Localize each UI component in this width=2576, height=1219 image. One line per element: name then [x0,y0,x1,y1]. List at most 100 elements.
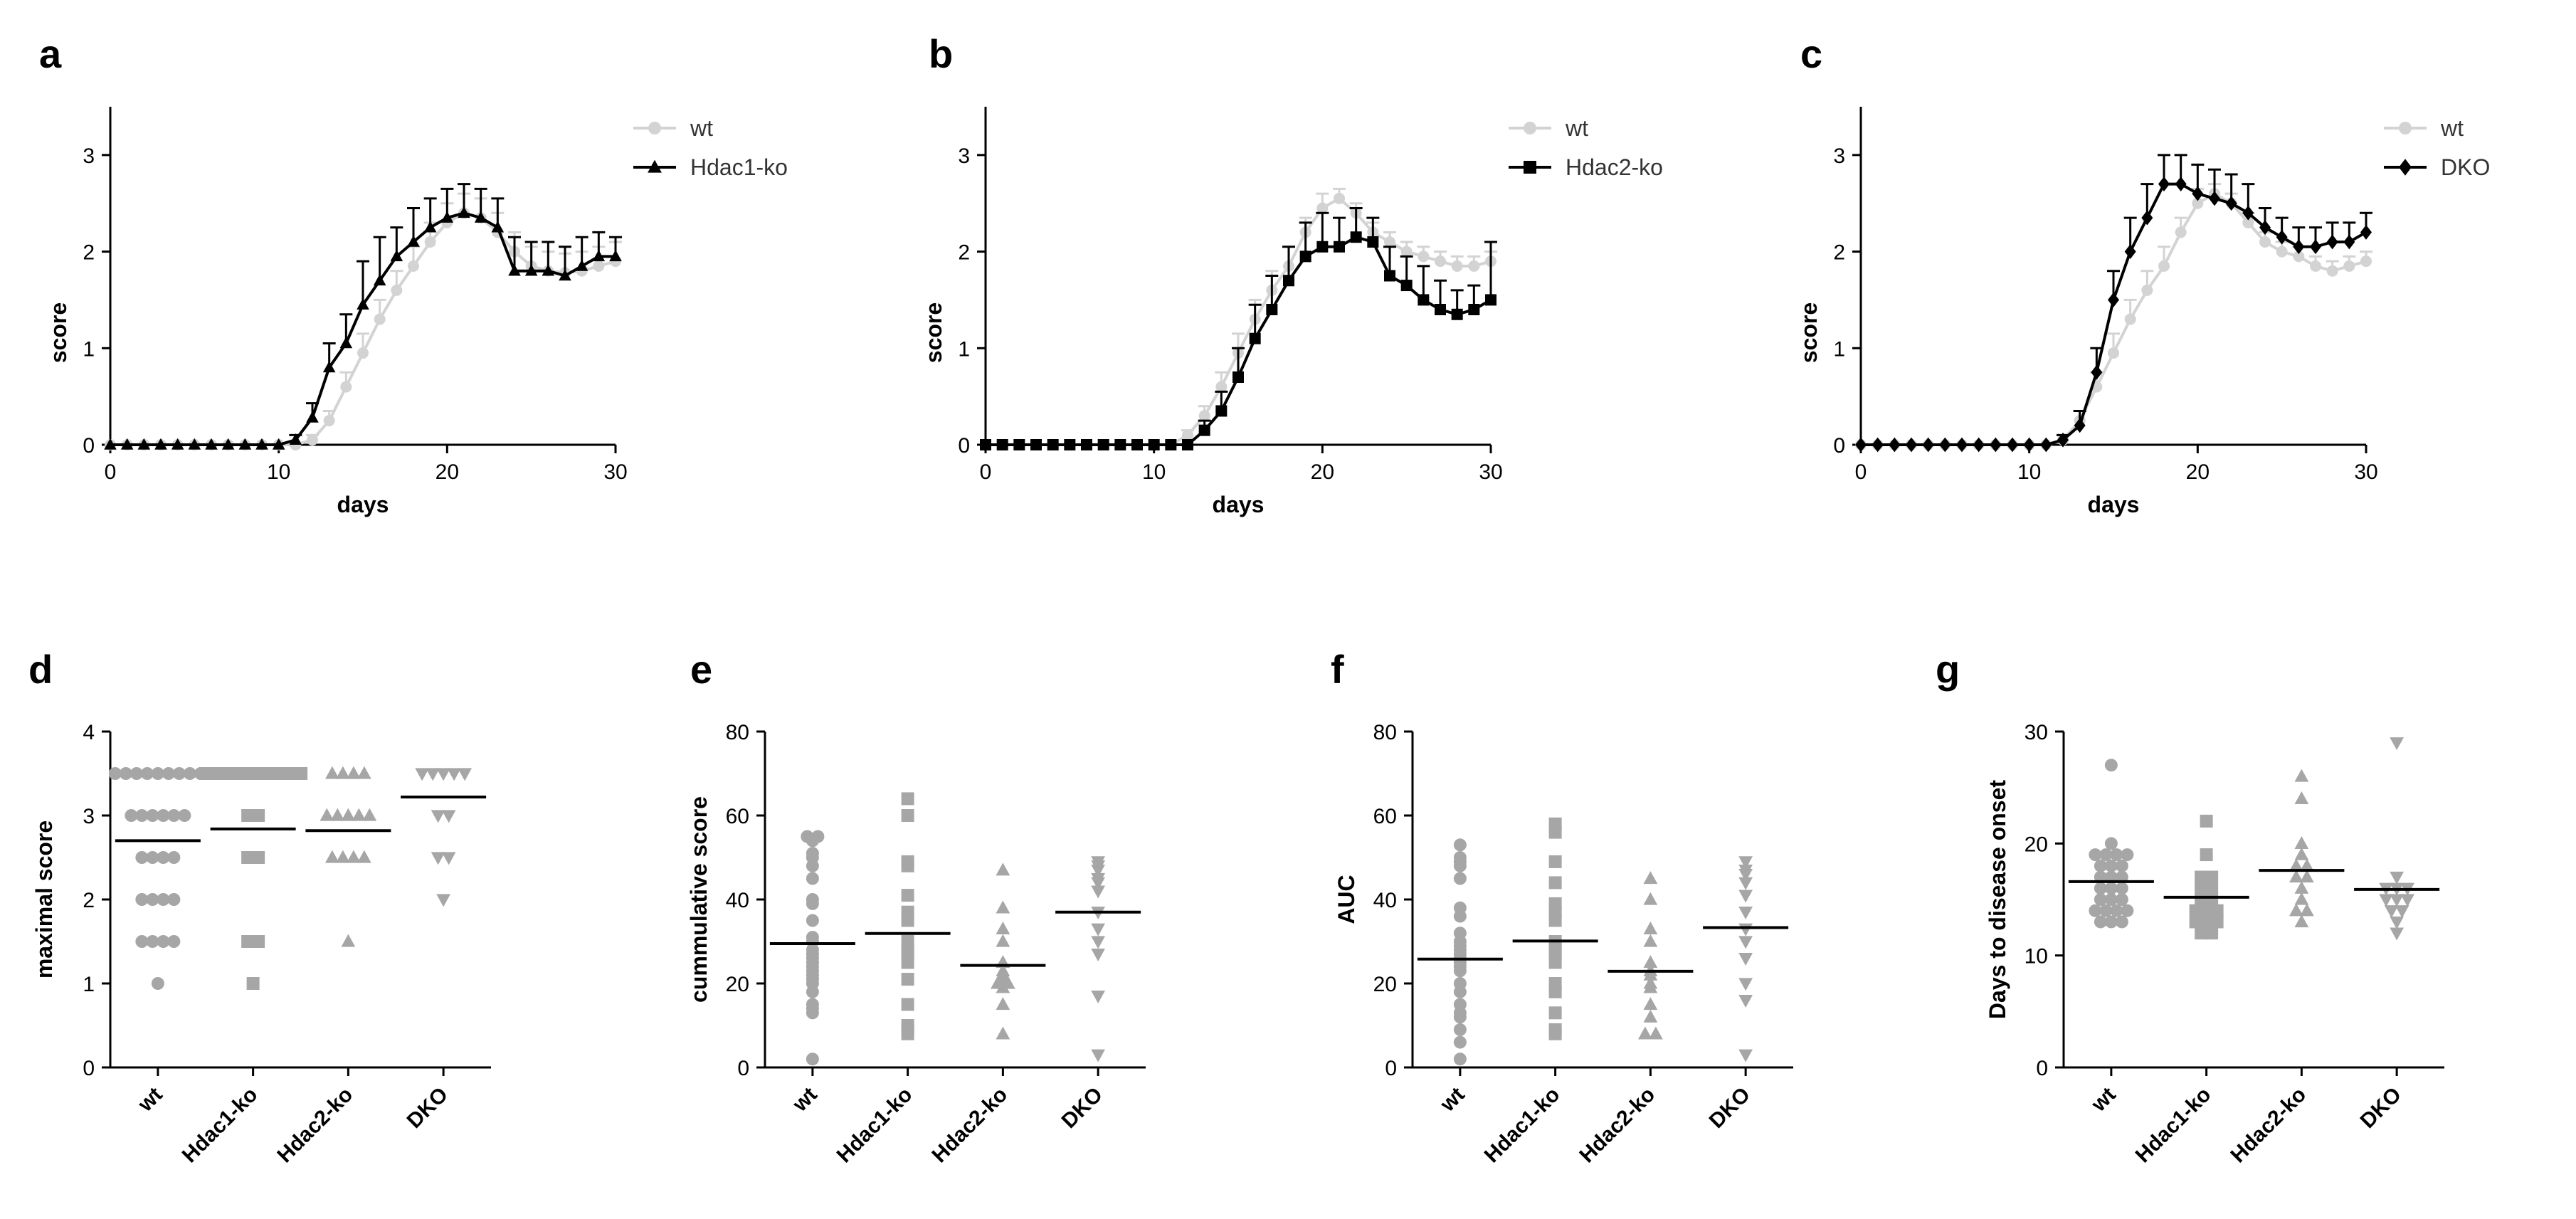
data-point [2057,432,2069,448]
x-tick-label: 20 [2186,460,2210,484]
data-point [1030,439,1042,450]
x-tick-label: 20 [436,460,459,484]
data-point [2209,191,2220,206]
data-point [2360,255,2372,268]
category-label: Hdac2-ko [1575,1083,1659,1168]
data-point [441,810,456,823]
data-point [1453,872,1467,885]
data-point [1316,202,1329,214]
data-point [2294,769,2309,782]
group-Hdac2-ko [1608,871,1694,1040]
data-point [901,809,914,822]
data-point [806,914,819,927]
data-point [357,347,369,359]
data-point [1643,871,1658,885]
data-point [801,830,814,843]
data-point [609,250,622,262]
category-label: Hdac1-ko [2131,1083,2216,1168]
data-point [1047,439,1059,450]
data-point [1418,294,1430,306]
data-point [996,900,1010,914]
series-line [110,211,616,446]
data-point [806,931,819,944]
data-point [2200,848,2213,862]
data-point [157,935,170,948]
data-point [1299,250,1311,263]
data-point [289,433,302,445]
y-tick-label: 30 [2025,721,2048,744]
data-point [255,438,268,450]
data-point [2104,759,2118,772]
data-point [901,889,914,902]
data-point [524,264,538,276]
data-point [252,851,265,864]
data-point [1091,923,1106,936]
y-tick-label: 20 [726,973,749,996]
category-label: Hdac1-ko [178,1083,263,1168]
data-point [324,850,339,863]
data-point [1097,439,1109,450]
data-point [559,269,571,281]
data-point [2124,313,2136,325]
x-tick-label: 30 [1479,460,1502,484]
category-label: wt [2086,1083,2121,1117]
series-wt: wt [105,115,713,450]
legend-marker [2399,159,2412,176]
data-point [2326,265,2338,277]
data-point [1643,934,1658,947]
data-point [2400,894,2415,907]
data-point [135,935,149,948]
data-point [2110,848,2123,862]
panel-g: g 0 10 20 30 Days to disease onset wt Hdac1-ko H… [1936,647,2444,1167]
data-point [1131,439,1143,450]
legend-label: DKO [2441,154,2490,180]
data-point [1215,381,1228,393]
data-point [2294,880,2309,894]
group-Hdac1-ko [2163,814,2249,940]
data-point [125,809,138,822]
data-point [1091,991,1106,1004]
y-tick-label: 3 [958,144,970,168]
data-point [2299,870,2314,883]
y-tick-label: 60 [1373,805,1397,828]
data-point [2115,859,2128,872]
group-wt [108,767,207,990]
data-point [1973,437,1985,453]
data-point [108,767,122,780]
data-point [996,997,1010,1010]
data-point [901,935,914,948]
data-point [341,934,356,947]
data-point [346,766,361,779]
x-tick-label: 10 [267,460,290,484]
data-point [436,894,451,907]
legend-label: wt [2440,115,2464,141]
y-axis-label: maximal score [31,820,57,978]
y-tick-label: 2 [958,241,970,265]
series-DKO: DKO [1855,154,2490,453]
data-point [2121,848,2134,862]
data-point [167,809,181,822]
data-point [2104,859,2118,872]
data-point [252,809,265,822]
data-point [1872,437,1884,453]
data-point [341,808,356,821]
data-point [458,768,473,781]
data-point [1889,437,1901,453]
y-tick-label: 20 [2025,833,2048,856]
data-point [1232,371,1244,383]
data-point [335,850,350,863]
data-point [146,851,159,864]
data-point [357,298,369,310]
data-point [415,768,430,781]
group-wt [1417,838,1503,1066]
x-tick-label: 0 [105,460,117,484]
data-point [2099,904,2113,917]
data-point [167,851,181,864]
data-point [2210,915,2224,929]
data-point [263,767,276,780]
y-tick-label: 0 [958,434,970,458]
data-point [137,438,151,450]
panel-letter: g [1936,647,1960,692]
data-point [1485,294,1496,306]
data-point [352,808,366,821]
